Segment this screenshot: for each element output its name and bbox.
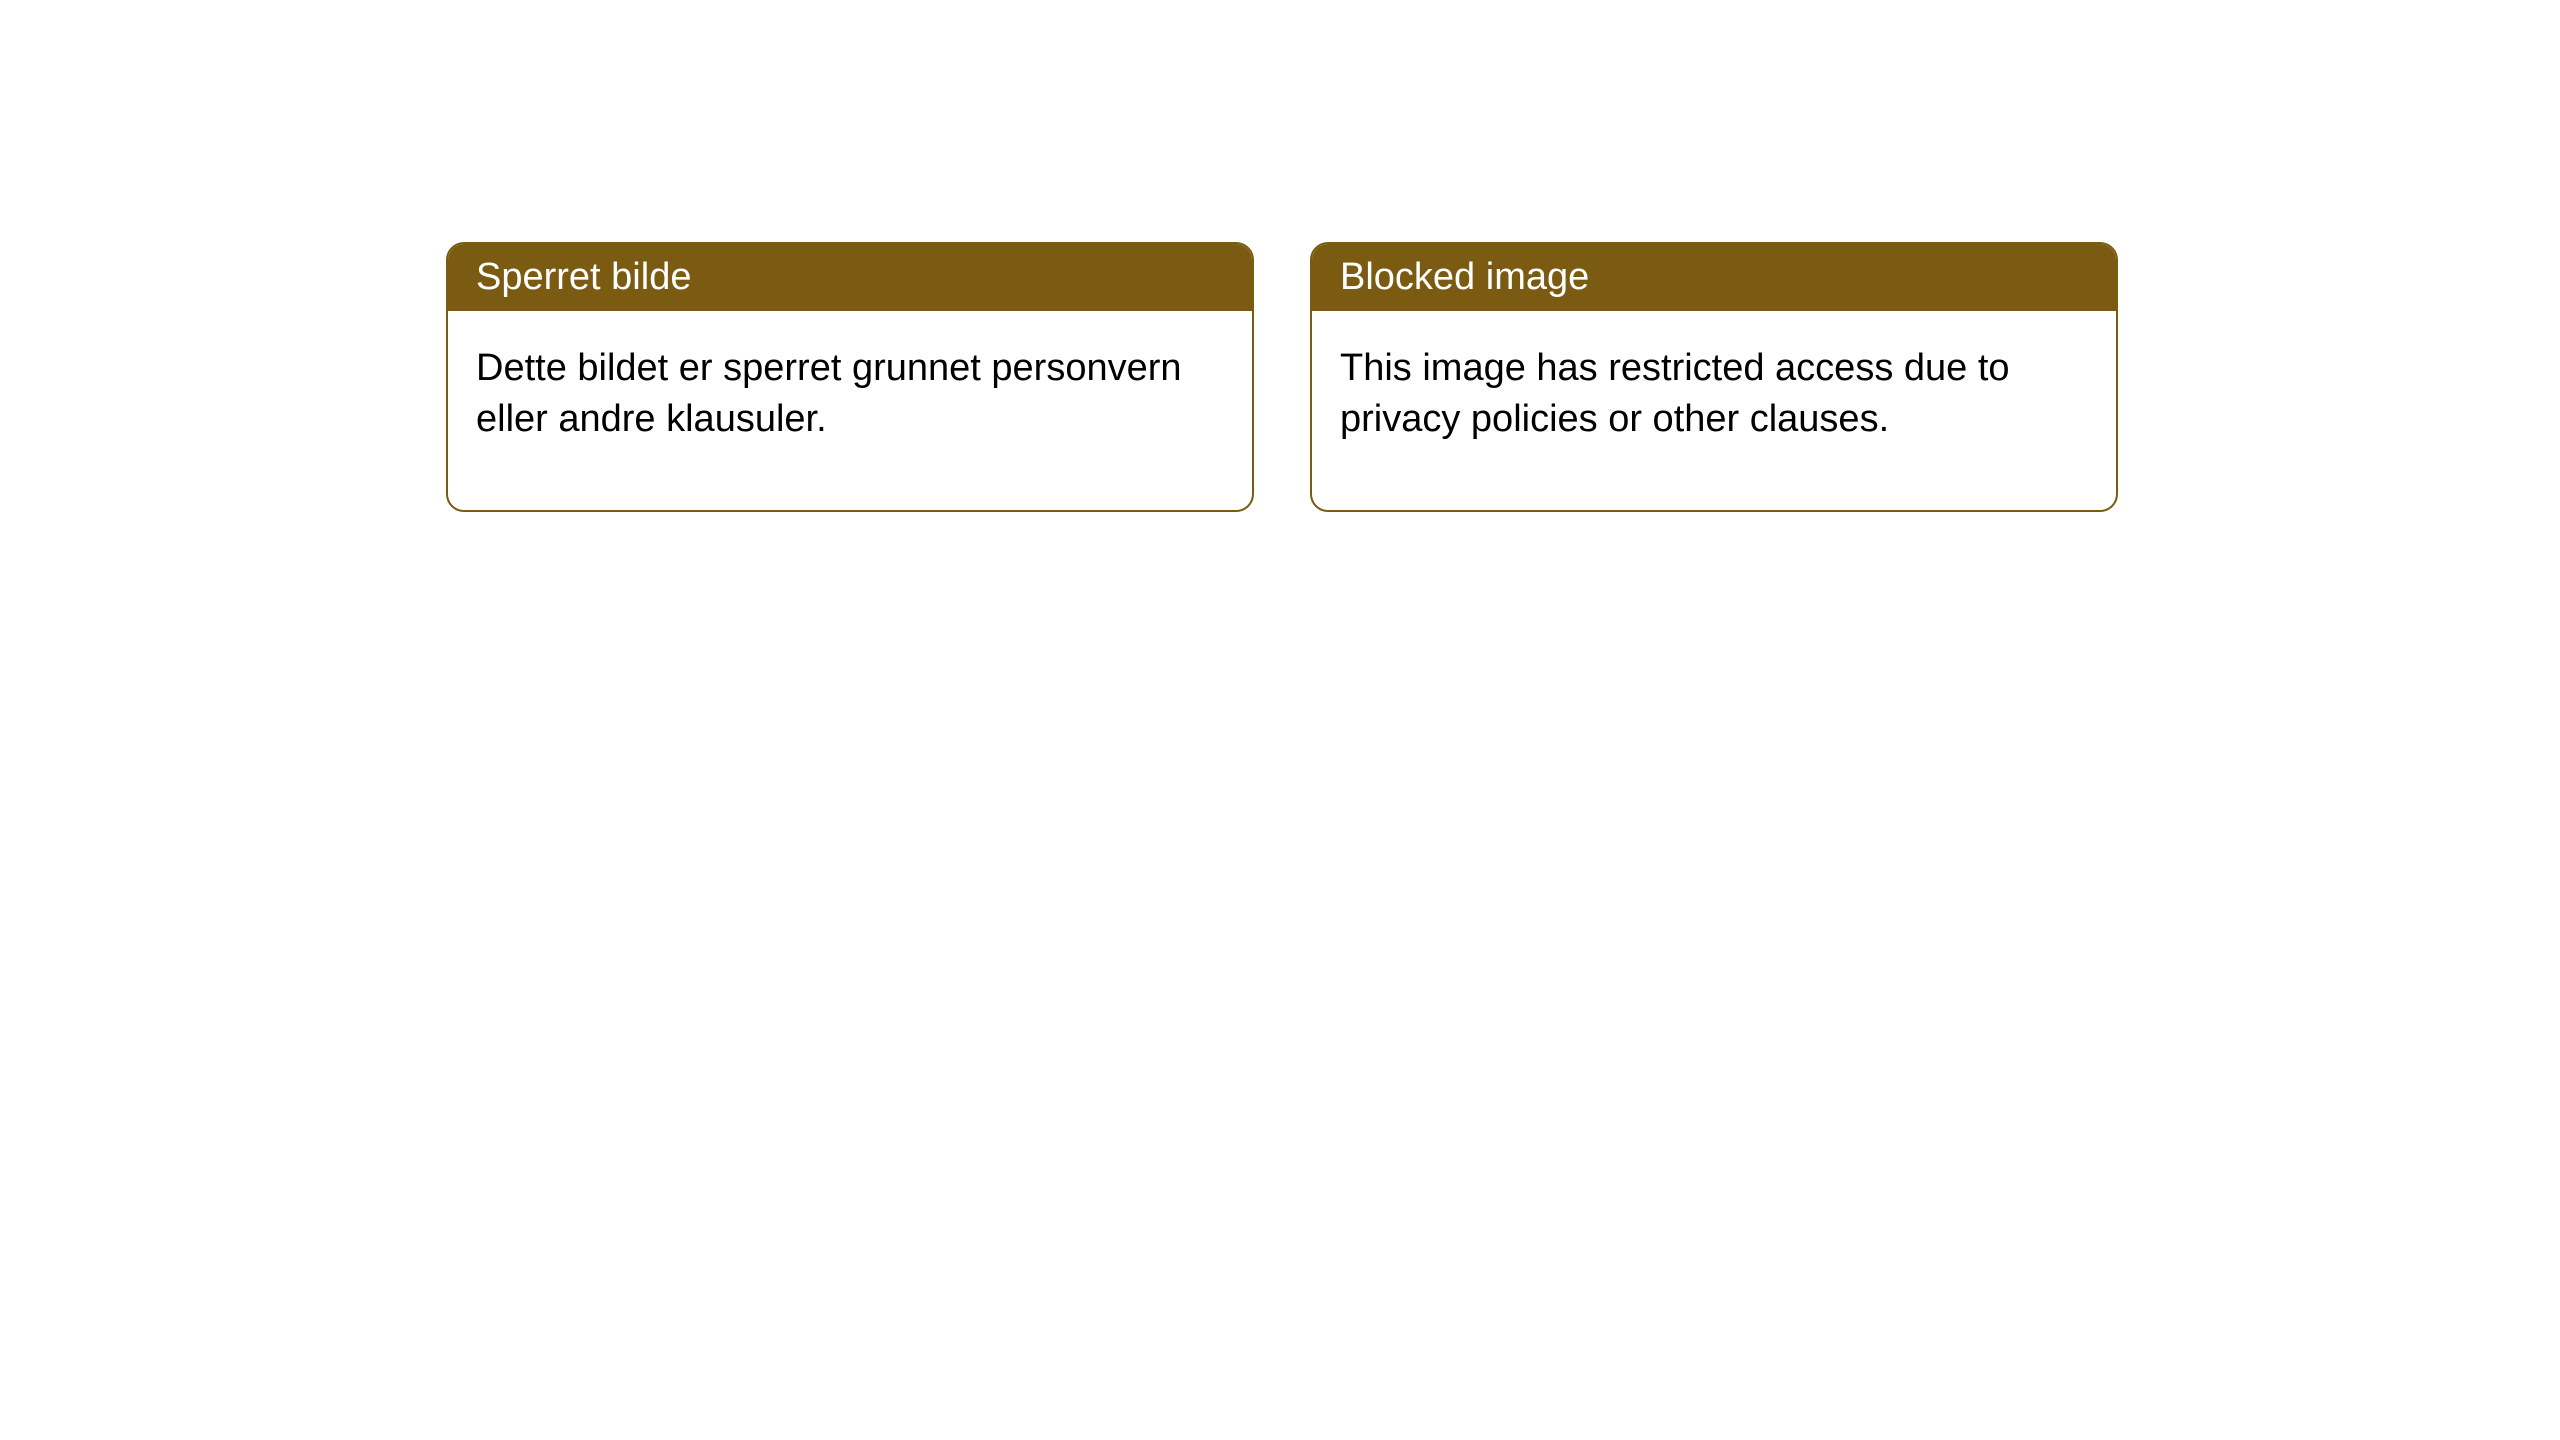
card-header-english: Blocked image xyxy=(1312,244,2116,311)
card-header-norwegian: Sperret bilde xyxy=(448,244,1252,311)
card-body-english: This image has restricted access due to … xyxy=(1312,311,2116,510)
notice-card-norwegian: Sperret bilde Dette bildet er sperret gr… xyxy=(446,242,1254,512)
notice-container: Sperret bilde Dette bildet er sperret gr… xyxy=(0,0,2560,512)
card-body-norwegian: Dette bildet er sperret grunnet personve… xyxy=(448,311,1252,510)
notice-card-english: Blocked image This image has restricted … xyxy=(1310,242,2118,512)
